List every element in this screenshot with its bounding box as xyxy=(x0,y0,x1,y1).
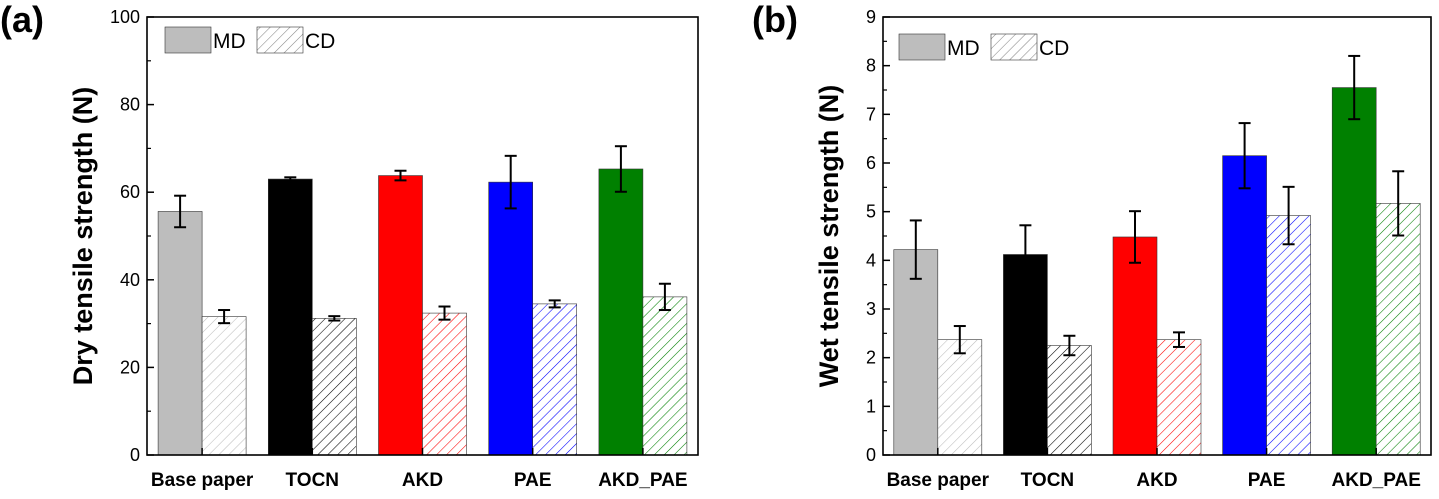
bar-md-tocn xyxy=(267,178,313,456)
y-tick-label: 2 xyxy=(866,348,876,368)
error-bar-cd-tocn xyxy=(328,315,341,322)
bar-md-base-paper xyxy=(893,249,939,456)
x-tick-label: AKD_PAE xyxy=(1332,470,1421,491)
y-tick-label: 0 xyxy=(130,445,140,465)
panel-label: (b) xyxy=(752,0,798,40)
error-bar-cd-pae xyxy=(1282,185,1295,246)
bar-cd-pae xyxy=(532,303,578,456)
x-tick-label: AKD xyxy=(402,470,443,491)
bar-cd-tocn xyxy=(1047,345,1092,456)
error-bar-md-akd-pae xyxy=(614,145,627,193)
y-tick-label: 0 xyxy=(866,445,876,465)
bar-md-tocn xyxy=(1003,254,1048,456)
error-bar-cd-base-paper xyxy=(953,325,966,355)
legend-label-cd: CD xyxy=(1039,37,1069,60)
x-tick-label: AKD xyxy=(1136,470,1177,491)
bar-cd-akd xyxy=(1156,339,1202,456)
bar-cd-pae xyxy=(1266,215,1311,456)
error-bar-cd-tocn xyxy=(1063,334,1076,357)
error-bar-cd-akd-pae xyxy=(658,282,671,312)
y-tick-label: 80 xyxy=(120,95,140,115)
bar-md-base-paper xyxy=(157,211,203,456)
error-bar-md-base-paper xyxy=(174,194,187,229)
y-tick-label: 3 xyxy=(866,299,876,319)
error-bar-cd-akd xyxy=(438,305,451,321)
y-tick-label: 9 xyxy=(866,7,876,27)
legend-swatch-cd xyxy=(990,33,1038,61)
bar-md-akd xyxy=(378,175,423,456)
bar-md-pae xyxy=(1222,155,1267,456)
legend: MD CD xyxy=(164,26,335,54)
y-axis-title: Wet tensile strength (N) xyxy=(814,85,844,388)
legend-label-cd: CD xyxy=(305,30,335,53)
y-tick-label: 100 xyxy=(110,7,140,27)
y-tick-label: 5 xyxy=(866,202,876,222)
y-tick-label: 7 xyxy=(866,104,876,124)
error-bar-cd-akd-pae xyxy=(1392,170,1405,237)
error-bar-md-akd xyxy=(394,169,407,182)
bar-md-akd xyxy=(1112,236,1158,456)
error-bar-md-akd xyxy=(1129,210,1141,264)
x-tick-label: PAE xyxy=(1248,470,1286,491)
x-tick-label: Base paper xyxy=(151,470,254,491)
bar-cd-base-paper xyxy=(201,316,247,456)
error-bar-md-base-paper xyxy=(909,219,922,280)
y-tick-label: 6 xyxy=(866,153,876,173)
bar-cd-akd-pae xyxy=(642,296,688,456)
error-bar-md-pae xyxy=(1238,122,1251,190)
x-tick-label: AKD_PAE xyxy=(598,470,687,491)
legend-swatch-cd xyxy=(256,26,304,54)
legend-swatch-md xyxy=(164,26,212,54)
chart-panel-2: Base paper TOCN AKD PAE AKD_PAE 0 1 2 3 4 5 6 7 8 9 Wet… xyxy=(752,0,1432,491)
legend-swatch-md xyxy=(898,33,946,61)
bar-cd-akd xyxy=(422,312,467,456)
bar-md-akd-pae xyxy=(1331,87,1377,456)
y-axis-title: Dry tensile strength (N) xyxy=(68,87,98,386)
bar-md-pae xyxy=(488,181,534,456)
error-bar-md-tocn xyxy=(1019,224,1032,285)
y-tick-label: 60 xyxy=(120,182,140,202)
bar-cd-base-paper xyxy=(937,339,983,456)
x-tick-label: TOCN xyxy=(286,470,339,491)
y-tick-label: 4 xyxy=(866,250,876,270)
error-bar-cd-akd xyxy=(1173,331,1185,348)
error-bar-md-akd-pae xyxy=(1348,54,1361,121)
chart-panel-1: Base paper TOCN AKD PAE AKD_PAE 0 20 40 60 80 100 D… xyxy=(0,0,699,491)
x-tick-label: PAE xyxy=(514,470,552,491)
legend-label-md: MD xyxy=(213,30,246,53)
legend: MD CD xyxy=(898,33,1069,61)
y-tick-label: 40 xyxy=(120,270,140,290)
bar-md-akd-pae xyxy=(598,168,644,456)
x-tick-label: TOCN xyxy=(1021,470,1074,491)
bar-cd-tocn xyxy=(311,318,357,456)
x-tick-label: Base paper xyxy=(887,470,990,491)
y-tick-label: 1 xyxy=(866,396,876,416)
y-tick-label: 20 xyxy=(120,357,140,377)
error-bar-cd-pae xyxy=(548,299,561,309)
error-bar-md-tocn xyxy=(284,176,297,182)
panel-label: (a) xyxy=(0,0,44,40)
error-bar-md-pae xyxy=(504,154,517,210)
y-tick-label: 8 xyxy=(866,56,876,76)
error-bar-cd-base-paper xyxy=(218,309,231,325)
bar-cd-akd-pae xyxy=(1375,203,1421,456)
legend-label-md: MD xyxy=(947,37,980,60)
